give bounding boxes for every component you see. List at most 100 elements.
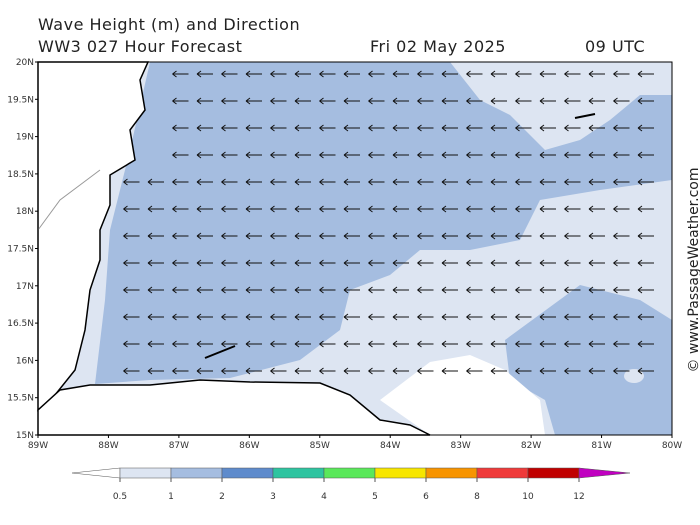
wave-arrow — [319, 151, 336, 159]
wave-arrow — [564, 259, 581, 267]
wave-arrow — [294, 124, 311, 132]
colorbar-label: 12 — [573, 492, 584, 502]
wave-arrow — [417, 340, 434, 348]
wave-arrow — [270, 124, 287, 132]
wave-arrow — [221, 313, 238, 321]
lon-label: 87W — [169, 441, 189, 451]
wave-arrow — [147, 259, 164, 267]
wave-arrow — [221, 205, 238, 213]
wave-arrow — [441, 367, 458, 375]
wave-arrow — [417, 259, 434, 267]
colorbar-under — [71, 467, 121, 479]
wave-arrow — [245, 340, 262, 348]
wave-arrow — [147, 178, 164, 186]
wave-arrow — [613, 70, 630, 78]
colorbar-segment — [527, 467, 580, 479]
wave-arrow — [417, 205, 434, 213]
wave-arrow — [270, 178, 287, 186]
wave-arrow — [294, 286, 311, 294]
wave-arrow — [588, 259, 605, 267]
wave-arrow — [564, 124, 581, 132]
wave-arrow — [172, 97, 189, 105]
wave-arrow — [539, 151, 556, 159]
wave-arrow — [613, 124, 630, 132]
wave-arrow — [588, 367, 605, 375]
wave-arrow — [196, 313, 213, 321]
wave-arrow — [172, 259, 189, 267]
wave-arrow — [392, 97, 409, 105]
wave-arrow — [515, 178, 532, 186]
wave-arrow — [515, 286, 532, 294]
wave-arrow — [172, 178, 189, 186]
wave-arrow — [564, 286, 581, 294]
wave-arrow — [564, 70, 581, 78]
wave-arrow — [270, 232, 287, 240]
wave-arrow — [466, 286, 483, 294]
wave-arrow — [637, 286, 654, 294]
wave-arrow — [588, 313, 605, 321]
wave-arrow — [441, 151, 458, 159]
wave-arrow — [270, 367, 287, 375]
wave-arrow — [368, 259, 385, 267]
wave-arrow — [245, 259, 262, 267]
lat-label: 20N — [16, 58, 34, 68]
wave-arrow — [221, 97, 238, 105]
wave-arrow — [123, 205, 140, 213]
wave-arrow — [294, 70, 311, 78]
wave-arrow — [441, 97, 458, 105]
wave-arrow — [417, 313, 434, 321]
colorbar-segment — [170, 467, 223, 479]
wave-arrow — [294, 259, 311, 267]
wave-arrow — [539, 259, 556, 267]
wave-arrow — [343, 124, 360, 132]
island — [204, 345, 236, 359]
lat-label: 15.5N — [7, 394, 34, 404]
wave-arrow — [466, 151, 483, 159]
wave-arrow — [343, 259, 360, 267]
wave-arrow — [637, 205, 654, 213]
wave-arrow — [613, 178, 630, 186]
wave-arrow — [172, 313, 189, 321]
sea-moderate — [505, 285, 672, 435]
lat-label: 17N — [16, 282, 34, 292]
wave-arrow — [613, 286, 630, 294]
wave-arrow — [245, 70, 262, 78]
colorbar-segment — [119, 467, 172, 479]
wave-arrow — [515, 367, 532, 375]
wave-arrow — [417, 97, 434, 105]
time: 09 UTC — [585, 37, 645, 56]
lon-label: 81W — [591, 441, 611, 451]
wave-arrow — [172, 124, 189, 132]
wave-arrow — [368, 124, 385, 132]
wave-arrow — [466, 97, 483, 105]
lat-label: 18N — [16, 207, 34, 217]
wave-arrow — [368, 151, 385, 159]
wave-arrow — [466, 232, 483, 240]
wave-arrow — [613, 367, 630, 375]
lat-label: 19.5N — [7, 95, 34, 105]
wave-arrow — [539, 178, 556, 186]
wave-arrow — [637, 313, 654, 321]
colorbar: 0.5 1 2 3 4 5 6 8 10 12 — [71, 467, 631, 502]
lat-label: 15N — [16, 431, 34, 441]
wave-arrow — [196, 340, 213, 348]
wave-arrow — [368, 313, 385, 321]
wave-arrow — [392, 151, 409, 159]
colorbar-label: 1 — [168, 492, 174, 502]
wave-arrow — [539, 97, 556, 105]
wave-arrow — [270, 151, 287, 159]
wave-arrow — [637, 151, 654, 159]
wave-arrow — [564, 205, 581, 213]
wave-arrow — [123, 367, 140, 375]
wave-arrow — [490, 286, 507, 294]
wave-arrow — [466, 367, 483, 375]
wave-arrow — [539, 367, 556, 375]
wave-arrow — [539, 232, 556, 240]
date: Fri 02 May 2025 — [370, 37, 506, 56]
wave-arrow — [613, 205, 630, 213]
colorbar-segment — [476, 467, 529, 479]
wave-arrow — [539, 205, 556, 213]
wave-arrow — [270, 340, 287, 348]
wave-arrow — [441, 178, 458, 186]
wave-arrow — [392, 286, 409, 294]
